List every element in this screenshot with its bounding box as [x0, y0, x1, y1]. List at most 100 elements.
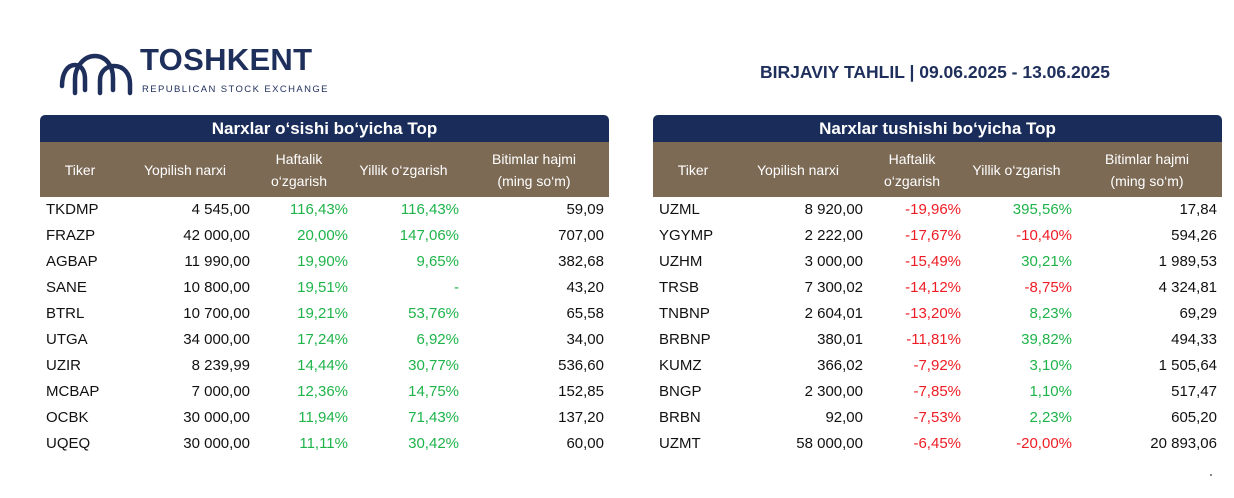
volume-cell: 137,20 [558, 409, 604, 426]
table-row: BRBNP 380,01 -11,81% 39,82% 494,33 [653, 327, 1222, 353]
close-price-cell: 8 239,99 [191, 357, 250, 374]
close-price-cell: 10 700,00 [183, 305, 250, 322]
ticker-cell: UQEQ [46, 435, 91, 452]
brand-subtitle: REPUBLICAN STOCK EXCHANGE [142, 84, 329, 95]
volume-cell: 65,58 [566, 305, 604, 322]
column-header-volume: Bitimlar hajmi (ming so‘m) [491, 150, 576, 189]
close-price-cell: 42 000,00 [183, 227, 250, 244]
yearly-change-cell: -10,40% [1016, 227, 1072, 244]
yearly-change-cell: 2,23% [1029, 409, 1072, 426]
column-header-ticker: Tiker [677, 161, 709, 178]
weekly-change-cell: -17,67% [905, 227, 961, 244]
yearly-change-cell: 14,75% [408, 383, 459, 400]
volume-cell: 152,85 [558, 383, 604, 400]
close-price-cell: 30 000,00 [183, 435, 250, 452]
weekly-change-cell: -11,81% [906, 331, 961, 348]
ticker-cell: FRAZP [46, 227, 96, 244]
table-row: YGYMP 2 222,00 -17,67% -10,40% 594,26 [653, 223, 1222, 249]
ticker-cell: YGYMP [659, 227, 714, 244]
table-row: UZHM 3 000,00 -15,49% 30,21% 1 989,53 [653, 249, 1222, 275]
ticker-cell: OCBK [46, 409, 89, 426]
yearly-change-cell: 3,10% [1029, 357, 1072, 374]
table-row: UZML 8 920,00 -19,96% 395,56% 17,84 [653, 197, 1222, 223]
losers-table-title: Narxlar tushishi bo‘yicha Top [653, 115, 1222, 142]
table-row: SANE 10 800,00 19,51% - 43,20 [40, 275, 609, 301]
volume-cell: 382,68 [558, 253, 604, 270]
volume-cell: 59,09 [566, 201, 604, 218]
yearly-change-cell: - [454, 279, 459, 296]
yearly-change-cell: -20,00% [1016, 435, 1072, 452]
yearly-change-cell: 6,92% [416, 331, 459, 348]
ticker-cell: UTGA [46, 331, 88, 348]
table-row: UQEQ 30 000,00 11,11% 30,42% 60,00 [40, 431, 609, 457]
column-header-weekly: Haftalik o‘zgarish [883, 150, 941, 189]
ticker-cell: UZMT [659, 435, 701, 452]
column-header-yearly: Yillik o‘zgarish [972, 161, 1061, 178]
close-price-cell: 7 000,00 [191, 383, 250, 400]
table-row: BRBN 92,00 -7,53% 2,23% 605,20 [653, 405, 1222, 431]
table-row: TKDMP 4 545,00 116,43% 116,43% 59,09 [40, 197, 609, 223]
table-row: UTGA 34 000,00 17,24% 6,92% 34,00 [40, 327, 609, 353]
table-row: TRSB 7 300,02 -14,12% -8,75% 4 324,81 [653, 275, 1222, 301]
close-price-cell: 3 000,00 [804, 253, 863, 270]
weekly-change-cell: -7,85% [913, 383, 961, 400]
yearly-change-cell: 116,43% [400, 201, 459, 218]
ticker-cell: BRBNP [659, 331, 711, 348]
weekly-change-cell: 17,24% [297, 331, 348, 348]
weekly-change-cell: 11,11% [299, 435, 348, 452]
column-header-ticker: Tiker [64, 161, 96, 178]
volume-cell: 4 324,81 [1158, 279, 1217, 296]
ticker-cell: BNGP [659, 383, 702, 400]
weekly-change-cell: 19,90% [297, 253, 348, 270]
weekly-change-cell: 14,44% [297, 357, 348, 374]
weekly-change-cell: 19,21% [297, 305, 348, 322]
ticker-cell: AGBAP [46, 253, 98, 270]
weekly-change-cell: 19,51% [297, 279, 348, 296]
decorative-dot [1210, 474, 1212, 476]
column-header-yearly: Yillik o‘zgarish [359, 161, 448, 178]
ticker-cell: UZML [659, 201, 700, 218]
table-row: BTRL 10 700,00 19,21% 53,76% 65,58 [40, 301, 609, 327]
losers-table-body: UZML 8 920,00 -19,96% 395,56% 17,84 YGYMP 2 22… [653, 197, 1222, 457]
weekly-change-cell: 20,00% [297, 227, 348, 244]
yearly-change-cell: 395,56% [1012, 201, 1072, 218]
volume-cell: 20 893,06 [1150, 435, 1217, 452]
ticker-cell: UZHM [659, 253, 703, 270]
ticker-cell: BTRL [46, 305, 85, 322]
weekly-change-cell: -6,45% [913, 435, 961, 452]
ticker-cell: UZIR [46, 357, 81, 374]
report-title: BIRJAVIY TAHLIL | 09.06.2025 - 13.06.202… [760, 62, 1110, 82]
volume-cell: 17,84 [1179, 201, 1217, 218]
close-price-cell: 8 920,00 [804, 201, 863, 218]
gainers-table: Narxlar o‘sishi bo‘yicha Top Tiker Yopil… [40, 115, 609, 457]
volume-cell: 1 505,64 [1158, 357, 1217, 374]
yearly-change-cell: 71,43% [408, 409, 459, 426]
close-price-cell: 4 545,00 [191, 201, 250, 218]
table-row: UZMT 58 000,00 -6,45% -20,00% 20 893,06 [653, 431, 1222, 457]
weekly-change-cell: 116,43% [289, 201, 348, 218]
volume-cell: 594,26 [1171, 227, 1217, 244]
gainers-table-body: TKDMP 4 545,00 116,43% 116,43% 59,09 FRAZP 42 … [40, 197, 609, 457]
table-row: KUMZ 366,02 -7,92% 3,10% 1 505,64 [653, 353, 1222, 379]
table-row: OCBK 30 000,00 11,94% 71,43% 137,20 [40, 405, 609, 431]
close-price-cell: 11 990,00 [184, 253, 250, 270]
close-price-cell: 366,02 [817, 357, 863, 374]
table-row: TNBNP 2 604,01 -13,20% 8,23% 69,29 [653, 301, 1222, 327]
yearly-change-cell: 30,21% [1021, 253, 1072, 270]
ticker-cell: TKDMP [46, 201, 99, 218]
close-price-cell: 2 604,01 [804, 305, 863, 322]
table-row: AGBAP 11 990,00 19,90% 9,65% 382,68 [40, 249, 609, 275]
brand-name: TOSHKENT [140, 42, 313, 77]
yearly-change-cell: 147,06% [399, 227, 459, 244]
close-price-cell: 2 222,00 [804, 227, 863, 244]
yearly-change-cell: 8,23% [1029, 305, 1072, 322]
table-row: FRAZP 42 000,00 20,00% 147,06% 707,00 [40, 223, 609, 249]
column-header-volume: Bitimlar hajmi (ming so‘m) [1104, 150, 1189, 189]
close-price-cell: 34 000,00 [183, 331, 250, 348]
close-price-cell: 92,00 [825, 409, 863, 426]
close-price-cell: 10 800,00 [183, 279, 250, 296]
weekly-change-cell: -19,96% [905, 201, 961, 218]
exchange-logo-icon [59, 53, 133, 96]
yearly-change-cell: 30,77% [408, 357, 459, 374]
weekly-change-cell: -15,49% [905, 253, 961, 270]
